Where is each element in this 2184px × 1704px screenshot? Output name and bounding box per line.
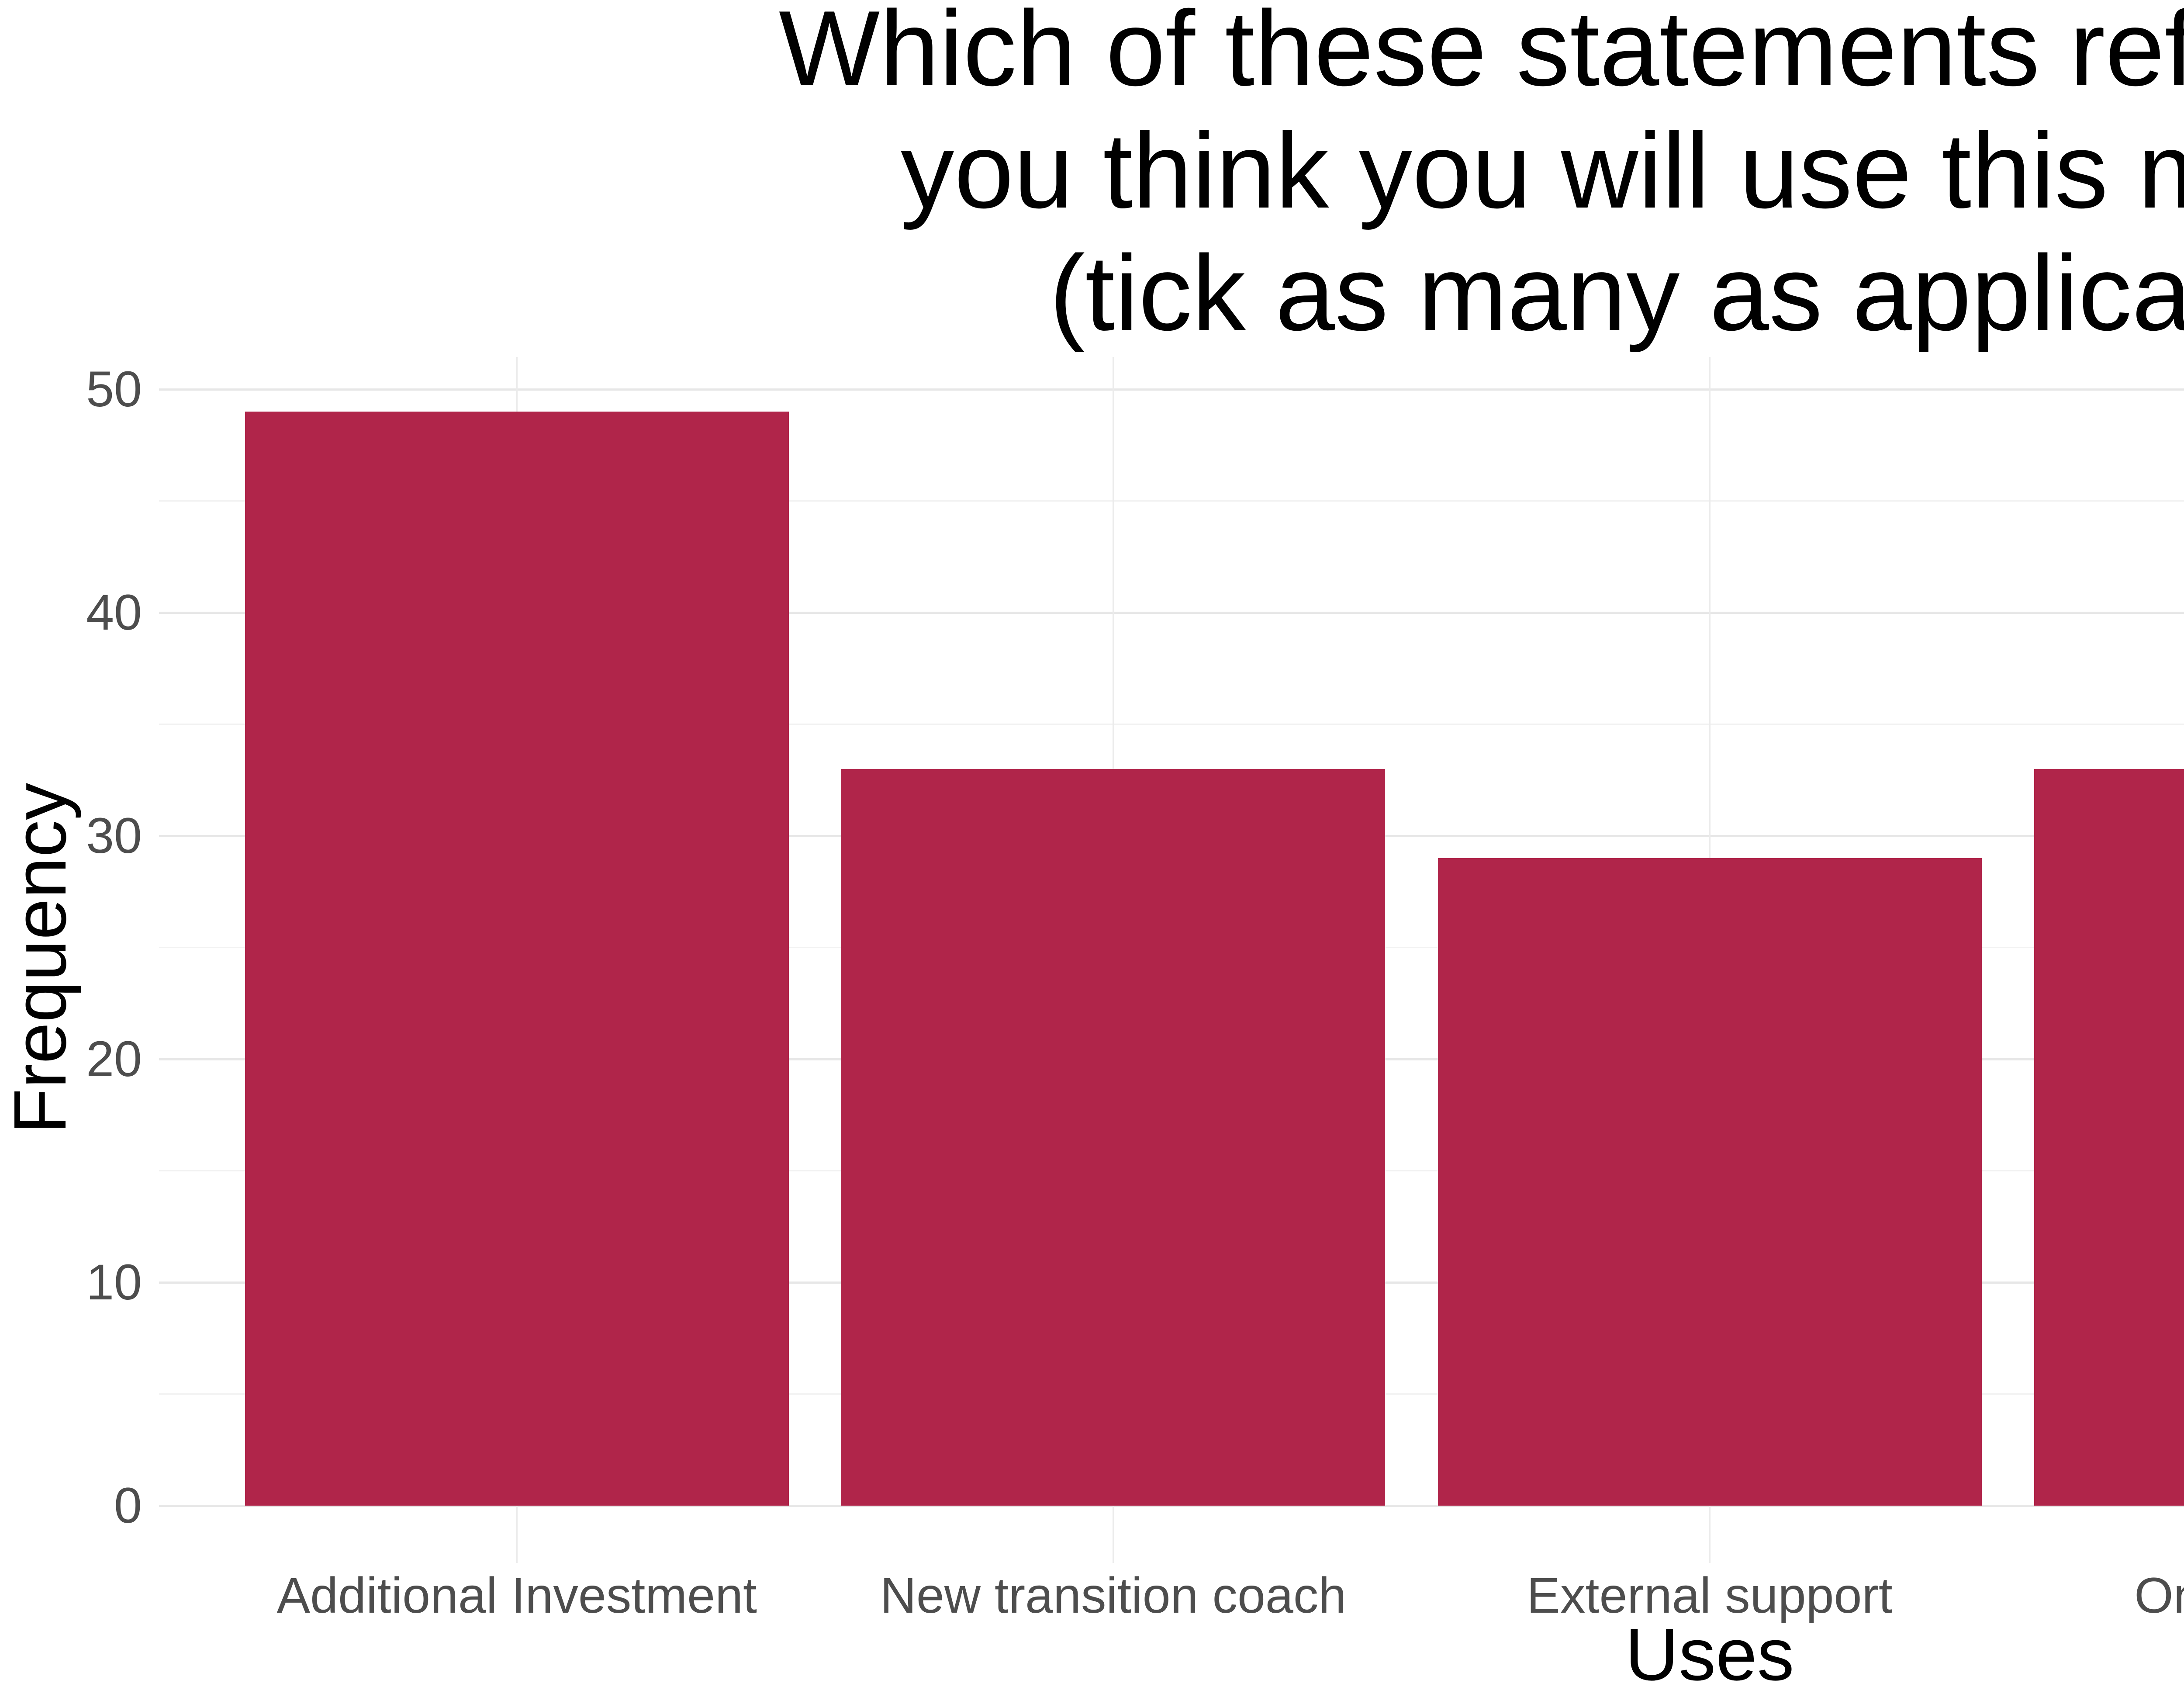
chart-title-line-3: (tick as many as applicable) [1049, 233, 2184, 353]
y-tick-label: 40 [86, 584, 142, 641]
chart-title-line-2: you think you will use this money? [900, 111, 2184, 230]
y-axis-title: Frequency [0, 783, 82, 1134]
y-tick-label: 0 [114, 1477, 142, 1534]
y-tick-label: 10 [86, 1254, 142, 1310]
bar-on-site-support [2034, 769, 2184, 1506]
y-minor-gridline [159, 500, 2184, 502]
x-tick-label: Additional Investment [276, 1568, 757, 1624]
chart-title: Which of these statements reflects how y… [159, 0, 2184, 354]
y-major-gridline [159, 611, 2184, 614]
x-tick-label: New transition coach [880, 1568, 1347, 1624]
x-tick-label: External support [1527, 1568, 1893, 1624]
bar-additional-investment [245, 412, 789, 1506]
y-major-gridline [159, 388, 2184, 391]
y-major-gridline [159, 1504, 2184, 1507]
y-minor-gridline [159, 724, 2184, 725]
y-tick-label: 20 [86, 1031, 142, 1087]
y-tick-label: 30 [86, 807, 142, 864]
bar-new-transition-coach [841, 769, 1386, 1506]
x-axis-title: Uses [1625, 1613, 1794, 1696]
chart-title-line-1: Which of these statements reflects how [778, 0, 2184, 108]
y-tick-label: 50 [86, 361, 142, 417]
bar-external-support [1438, 858, 1982, 1506]
x-tick-label: On-site support [2134, 1568, 2184, 1624]
